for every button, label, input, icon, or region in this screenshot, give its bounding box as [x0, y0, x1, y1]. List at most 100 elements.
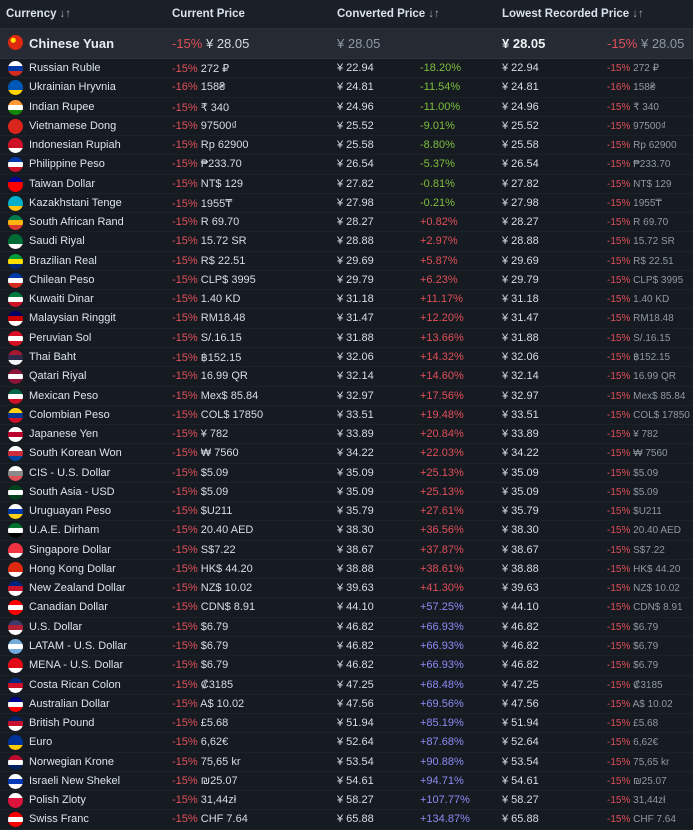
lowest-price: ¥ 46.82: [502, 659, 539, 672]
converted-price-column-header[interactable]: Converted Price ↓↑: [337, 8, 440, 20]
current-price: -15% 6,62€: [172, 736, 229, 749]
table-row[interactable]: LATAM - U.S. Dollar -15% $6.79 ¥ 46.82 +66.…: [0, 637, 693, 657]
table-row[interactable]: Uruguayan Peso -15% $U211 ¥ 35.79 +27.61% ¥ …: [0, 502, 693, 522]
table-row[interactable]: South African Rand -15% R 69.70 ¥ 28.27 +0.…: [0, 213, 693, 233]
table-row[interactable]: MENA - U.S. Dollar -15% $6.79 ¥ 46.82 +66.9…: [0, 656, 693, 676]
flag-icon: [8, 272, 23, 288]
table-row[interactable]: Colombian Peso -15% COL$ 17850 ¥ 33.51 +19.…: [0, 406, 693, 426]
table-row[interactable]: CIS - U.S. Dollar -15% $5.09 ¥ 35.09 +25.13…: [0, 464, 693, 483]
table-row[interactable]: Canadian Dollar -15% CDN$ 8.91 ¥ 44.10 +57.…: [0, 598, 693, 618]
lowest-recorded-price: -15% Rp 62900: [607, 140, 677, 152]
table-row[interactable]: Kazakhstani Tenge -15% 1955₸ ¥ 27.98 -0.21%…: [0, 194, 693, 214]
table-row[interactable]: Australian Dollar -15% A$ 10.02 ¥ 47.56 +69…: [0, 695, 693, 715]
table-row[interactable]: Hong Kong Dollar -15% HK$ 44.20 ¥ 38.88 +38…: [0, 560, 693, 580]
currency-column-header[interactable]: Currency ↓↑: [6, 8, 71, 20]
lowest-price: ¥ 28.88: [502, 235, 539, 248]
lowest-recorded-price: -15% Mex$ 85.84: [607, 390, 686, 402]
current-price: -15% CHF 7.64: [172, 813, 248, 826]
table-row[interactable]: Kuwaiti Dinar -15% 1.40 KD ¥ 31.18 +11.17% ¥…: [0, 290, 693, 310]
lowest-price-column-header[interactable]: Lowest Recorded Price ↓↑: [502, 8, 644, 20]
currency-name: Ukrainian Hryvnia: [29, 81, 116, 94]
table-row[interactable]: Mexican Peso -15% Mex$ 85.84 ¥ 32.97 +17.56…: [0, 387, 693, 406]
price-difference: +25.13%: [420, 485, 464, 498]
currency-name: LATAM - U.S. Dollar: [29, 639, 127, 652]
sort-icon[interactable]: ↓↑: [59, 8, 72, 20]
table-row[interactable]: Vietnamese Dong -15% 97500₫ ¥ 25.52 -9.01% ¥…: [0, 117, 693, 137]
lowest-price: ¥ 38.67: [502, 543, 539, 556]
table-row[interactable]: Singapore Dollar -15% S$7.22 ¥ 38.67 +37.87…: [0, 541, 693, 560]
currency-name: Qatari Riyal: [29, 370, 87, 383]
flag-icon: [8, 812, 23, 828]
table-row[interactable]: Indonesian Rupiah -15% Rp 62900 ¥ 25.58 -8.…: [0, 136, 693, 156]
table-row[interactable]: U.A.E. Dirham -15% 20.40 AED ¥ 38.30 +36.56…: [0, 521, 693, 541]
lowest-price: ¥ 47.56: [502, 697, 539, 710]
price-difference: -0.21%: [420, 196, 455, 209]
table-row[interactable]: Philippine Peso -15% ₱233.70 ¥ 26.54 -5.37%…: [0, 155, 693, 175]
lowest-price: ¥ 38.30: [502, 524, 539, 537]
table-row[interactable]: Peruvian Sol -15% S/.16.15 ¥ 31.88 +13.66% ¥…: [0, 329, 693, 348]
current-price: -15% $6.79: [172, 659, 229, 672]
table-row[interactable]: Israeli New Shekel -15% ₪25.07 ¥ 54.61 +94.…: [0, 772, 693, 792]
flag-icon: [8, 658, 23, 674]
current-price: -15% ¥ 28.05: [172, 36, 250, 51]
table-row[interactable]: Costa Rican Colon -15% ₡3185 ¥ 47.25 +68.48…: [0, 676, 693, 695]
table-row[interactable]: U.S. Dollar -15% $6.79 ¥ 46.82 +66.93% ¥ 46.…: [0, 618, 693, 637]
lowest-price: ¥ 44.10: [502, 601, 539, 614]
table-row[interactable]: South Korean Won -15% ₩ 7560 ¥ 34.22 +22.03…: [0, 444, 693, 464]
currency-name: Vietnamese Dong: [29, 119, 117, 132]
converted-price: ¥ 52.64: [337, 736, 374, 749]
table-row[interactable]: Polish Zloty -15% 31,44zł ¥ 58.27 +107.77% ¥…: [0, 791, 693, 811]
table-row[interactable]: Taiwan Dollar -15% NT$ 129 ¥ 27.82 -0.81% ¥ …: [0, 175, 693, 194]
lowest-price: ¥ 46.82: [502, 639, 539, 652]
converted-price: ¥ 29.79: [337, 273, 374, 286]
table-row[interactable]: New Zealand Dollar -15% NZ$ 10.02 ¥ 39.63 +…: [0, 579, 693, 599]
table-row[interactable]: Malaysian Ringgit -15% RM18.48 ¥ 31.47 +12.…: [0, 309, 693, 329]
table-row[interactable]: British Pound -15% £5.68 ¥ 51.94 +85.19% ¥ 5…: [0, 714, 693, 734]
table-row[interactable]: Indian Rupee -15% ₹ 340 ¥ 24.96 -11.00% ¥ 24…: [0, 98, 693, 117]
current-price: -15% R$ 22.51: [172, 254, 246, 267]
table-row[interactable]: Norwegian Krone -15% 75,65 kr ¥ 53.54 +90.8…: [0, 753, 693, 772]
sort-icon[interactable]: ↓↑: [428, 8, 440, 20]
table-row[interactable]: Saudi Riyal -15% 15.72 SR ¥ 28.88 +2.97% ¥ 2…: [0, 232, 693, 252]
flag-icon: [8, 330, 23, 346]
currency-name: Thai Baht: [29, 350, 77, 363]
lowest-recorded-price: -15% $6.79: [607, 621, 659, 633]
converted-price: ¥ 22.94: [337, 62, 374, 74]
converted-price: ¥ 31.47: [337, 312, 374, 325]
flag-icon: [8, 61, 23, 76]
flag-icon: [8, 138, 23, 154]
table-row[interactable]: Qatari Riyal -15% 16.99 QR ¥ 32.14 +14.60% ¥…: [0, 367, 693, 387]
converted-price: ¥ 28.27: [337, 216, 374, 229]
converted-price: ¥ 39.63: [337, 582, 374, 595]
lowest-price: ¥ 54.61: [502, 774, 539, 787]
lowest-price: ¥ 47.25: [502, 678, 539, 691]
currency-name: Peruvian Sol: [29, 331, 92, 344]
lowest-recorded-price: -15% NT$ 129: [607, 178, 672, 190]
currency-name: Costa Rican Colon: [29, 678, 121, 691]
sort-icon[interactable]: ↓↑: [632, 8, 644, 20]
table-row[interactable]: Thai Baht -15% ฿152.15 ¥ 32.06 +14.32% ¥ 32.…: [0, 348, 693, 368]
lowest-recorded-price: -15% 1955₸: [607, 197, 662, 209]
converted-price: ¥ 32.97: [337, 389, 374, 402]
lowest-recorded-price: -16% 158₴: [607, 82, 656, 94]
table-row[interactable]: Ukrainian Hryvnia -16% 158₴ ¥ 24.81 -11.54%…: [0, 78, 693, 98]
current-price: -15% 20.40 AED: [172, 524, 254, 537]
lowest-price: ¥ 35.79: [502, 505, 539, 518]
converted-price: ¥ 25.52: [337, 119, 374, 132]
flag-icon: [8, 118, 23, 134]
converted-price: ¥ 35.09: [337, 466, 374, 479]
table-row[interactable]: Euro -15% 6,62€ ¥ 52.64 +87.68% ¥ 52.64 -15% …: [0, 733, 693, 753]
lowest-recorded-price: -15% ₹ 340: [607, 101, 659, 113]
currency-name: Japanese Yen: [29, 428, 99, 441]
table-row[interactable]: Brazilian Real -15% R$ 22.51 ¥ 29.69 +5.87%…: [0, 252, 693, 271]
current-price: -15% RM18.48: [172, 312, 246, 325]
table-row[interactable]: Chilean Peso -15% CLP$ 3995 ¥ 29.79 +6.23% ¥…: [0, 271, 693, 291]
table-row[interactable]: South Asia - USD -15% $5.09 ¥ 35.09 +25.13%…: [0, 483, 693, 503]
lowest-recorded-price: -15% 1.40 KD: [607, 294, 670, 306]
converted-price: ¥ 28.88: [337, 235, 374, 248]
table-row[interactable]: Russian Ruble -15% 272 ₽ ¥ 22.94 -18.20% ¥ 2…: [0, 59, 693, 79]
table-row[interactable]: Japanese Yen -15% ¥ 782 ¥ 33.89 +20.84% ¥ 33…: [0, 425, 693, 445]
current-price: -16% 158₴: [172, 81, 226, 94]
highlighted-row[interactable]: Chinese Yuan -15% ¥ 28.05 ¥ 28.05 ¥ 28.0…: [0, 29, 693, 59]
current-price: -15% ฿152.15: [172, 351, 242, 364]
